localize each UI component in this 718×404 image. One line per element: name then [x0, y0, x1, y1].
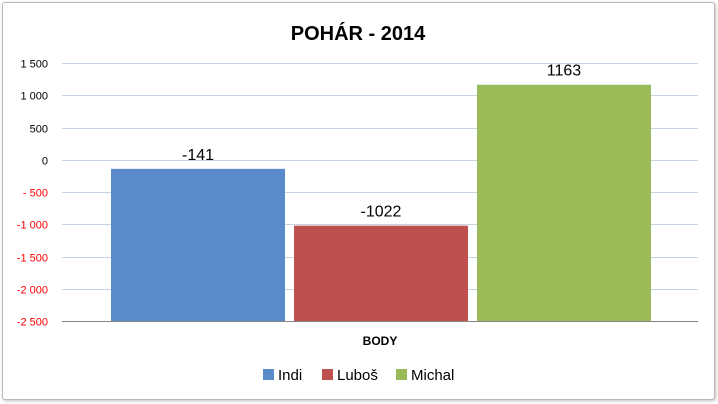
legend-swatch: [396, 369, 407, 380]
legend-swatch: [322, 369, 333, 380]
bar-indi: [111, 168, 285, 321]
bar-michal: [477, 84, 651, 321]
y-tick-label: 500: [30, 124, 48, 136]
y-tick-label: 1 000: [20, 91, 48, 103]
y-tick-label: - 500: [23, 188, 48, 200]
y-tick-label: -1 000: [17, 220, 48, 232]
legend-label: Luboš: [337, 367, 378, 384]
chart-title: POHÁR - 2014: [291, 22, 426, 45]
data-label: -1022: [361, 204, 402, 221]
data-labels: -141 -1022 1163: [182, 63, 581, 221]
legend-label: Indi: [278, 367, 302, 384]
y-tick-label: -1 500: [17, 253, 48, 265]
y-tick-label: -2 500: [17, 317, 48, 329]
y-tick-label: -2 000: [17, 285, 48, 297]
x-axis-label: BODY: [363, 334, 398, 348]
legend-label: Michal: [411, 367, 454, 384]
legend: Indi Luboš Michal: [263, 367, 454, 384]
y-tick-label: 0: [42, 156, 48, 168]
data-label: -141: [182, 147, 214, 164]
y-axis-ticks: 1 500 1 000 500 0 - 500 -1 000 -1 500 -2 000 -2 …: [17, 59, 48, 329]
bar-lubos: [294, 225, 468, 321]
legend-swatch: [263, 369, 274, 380]
bars: [111, 84, 651, 321]
y-tick-label: 1 500: [20, 59, 48, 71]
data-label: 1163: [547, 63, 582, 80]
